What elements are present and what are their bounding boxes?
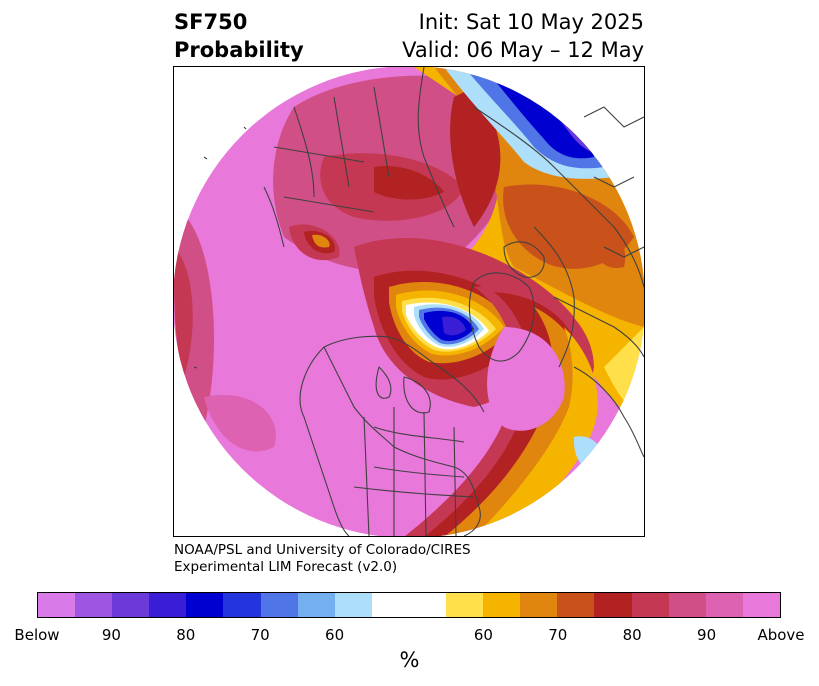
title-dates: Init: Sat 10 May 2025 Valid: 06 May – 12… — [402, 8, 644, 64]
colorbar-segment — [705, 593, 743, 617]
colorbar-segment — [557, 593, 595, 617]
colorbar-tick-label: 60 — [473, 626, 493, 644]
map-outlines — [193, 67, 644, 536]
colorbar-tick-label: 70 — [548, 626, 568, 644]
colorbar-tick-label: Below — [14, 626, 60, 644]
valid-range-label: Valid: 06 May – 12 May — [402, 38, 644, 62]
colorbar-tick-label: 70 — [250, 626, 270, 644]
colorbar-segment — [668, 593, 706, 617]
colorbar — [37, 592, 781, 618]
colorbar-segment — [520, 593, 558, 617]
colorbar-segment — [186, 593, 224, 617]
colorbar-segment — [371, 593, 409, 617]
credit-text: NOAA/PSL and University of Colorado/CIRE… — [174, 542, 471, 576]
colorbar-segment — [334, 593, 372, 617]
colorbar-tick-label: Above — [757, 626, 805, 644]
colorbar-segment — [75, 593, 113, 617]
colorbar-ticks: Below 90 80 70 60 60 70 80 90 Above — [0, 626, 819, 646]
colorbar-segment — [297, 593, 335, 617]
title-variable-type: Probability — [174, 38, 304, 62]
colorbar-segment — [742, 593, 780, 617]
colorbar-tick-label: 90 — [101, 626, 121, 644]
colorbar-segment — [260, 593, 298, 617]
colorbar-tick-label: 60 — [325, 626, 345, 644]
colorbar-segment — [483, 593, 521, 617]
init-date-label: Init: Sat 10 May 2025 — [418, 10, 644, 34]
colorbar-segment — [149, 593, 187, 617]
colorbar-segment — [112, 593, 150, 617]
colorbar-segment — [594, 593, 632, 617]
colorbar-tick-label: 90 — [697, 626, 717, 644]
colorbar-segment — [446, 593, 484, 617]
colorbar-tick-label: 80 — [622, 626, 642, 644]
probability-field — [174, 67, 644, 536]
title-variable: SF750 Probability — [174, 8, 304, 64]
title-variable-name: SF750 — [174, 10, 248, 34]
credit-line-1: NOAA/PSL and University of Colorado/CIRE… — [174, 542, 471, 558]
credit-line-2: Experimental LIM Forecast (v2.0) — [174, 559, 398, 575]
colorbar-segment — [631, 593, 669, 617]
colorbar-unit-label: % — [399, 648, 420, 672]
colorbar-segment — [223, 593, 261, 617]
map-panel — [173, 66, 645, 537]
colorbar-segment — [408, 593, 447, 617]
colorbar-tick-label: 80 — [176, 626, 196, 644]
colorbar-segment — [38, 593, 76, 617]
polar-map — [174, 67, 644, 536]
